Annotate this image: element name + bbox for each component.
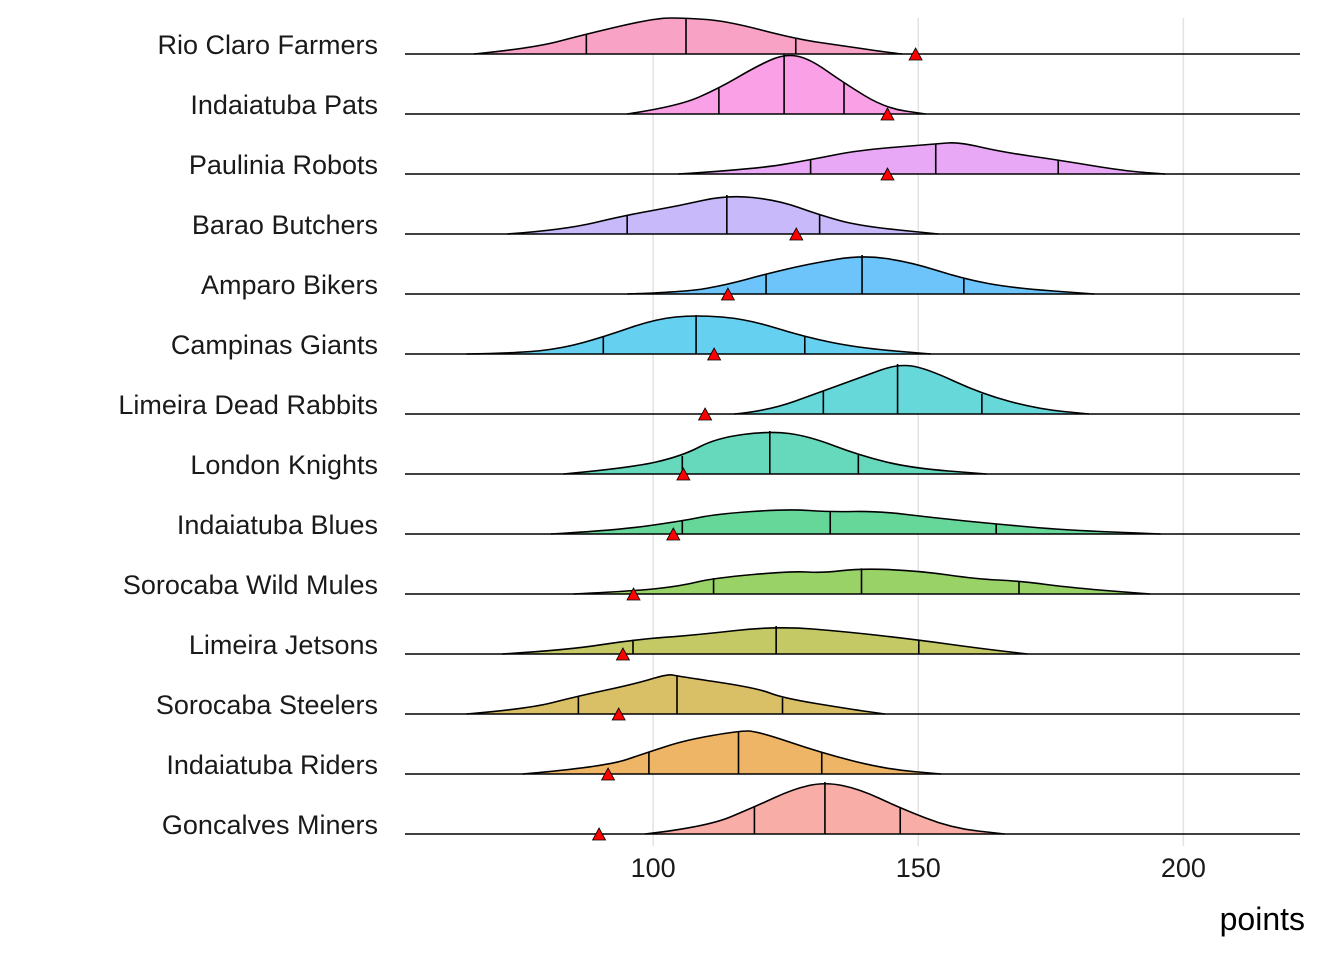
ridge-sorocaba-steelers: [405, 674, 1300, 721]
triangle-marker: [591, 827, 607, 841]
ridge-sorocaba-wild-mules: [405, 568, 1300, 601]
y-axis-label: Campinas Giants: [171, 330, 378, 360]
ridge-indaiatuba-riders: [405, 730, 1300, 781]
density-area: [627, 256, 1095, 294]
ridge-london-knights: [405, 431, 1300, 481]
y-axis-label: Indaiatuba Blues: [177, 510, 378, 540]
density-line: [473, 17, 903, 55]
ridge-goncalves-miners: [405, 782, 1300, 841]
triangle-marker: [611, 707, 626, 721]
triangle-marker: [600, 767, 616, 781]
y-axis-label: Paulinia Robots: [189, 150, 378, 180]
triangle-marker: [789, 227, 804, 241]
density-area: [678, 142, 1166, 174]
density-line: [507, 195, 939, 235]
density-line: [563, 431, 987, 475]
x-axis-title: points: [1220, 901, 1305, 937]
x-tick-label: 100: [631, 853, 676, 883]
x-tick-label: 200: [1161, 853, 1206, 883]
ridge-indaiatuba-blues: [405, 509, 1300, 541]
density-line: [734, 364, 1090, 415]
density-area: [563, 432, 987, 474]
ridge-indaiatuba-pats: [405, 54, 1300, 121]
density-line: [501, 627, 1028, 655]
density-area: [627, 55, 926, 114]
ridge-amparo-bikers: [405, 255, 1300, 301]
density-area: [473, 18, 903, 54]
grid-lines: [652, 18, 1185, 846]
density-area: [522, 731, 942, 774]
density-line: [645, 782, 1005, 835]
y-axis-label: Goncalves Miners: [162, 810, 378, 840]
triangle-marker: [615, 647, 631, 661]
x-axis-ticks: 100 150 200: [631, 853, 1206, 883]
density-line: [627, 256, 1095, 295]
triangle-marker: [720, 287, 736, 301]
density-area: [466, 316, 931, 354]
triangle-marker: [706, 347, 722, 361]
y-axis-label: Limeira Dead Rabbits: [118, 390, 378, 420]
ridge-paulinia-robots: [405, 142, 1300, 181]
density-line: [550, 509, 1161, 535]
y-axis-label: Rio Claro Farmers: [157, 30, 378, 60]
y-axis-label: Indaiatuba Pats: [190, 90, 378, 120]
ridge-barao-butchers: [405, 195, 1300, 241]
triangle-marker: [676, 467, 691, 481]
density-line: [466, 315, 932, 355]
ridges: [405, 17, 1300, 841]
density-area: [550, 509, 1161, 534]
y-axis-label: Barao Butchers: [192, 210, 378, 240]
ridge-limeira-dead-rabbits: [405, 364, 1300, 421]
triangle-marker: [626, 587, 641, 601]
triangle-marker: [666, 527, 681, 541]
y-axis-label: Indaiatuba Riders: [166, 750, 378, 780]
density-line: [678, 142, 1166, 175]
triangle-marker: [880, 107, 895, 121]
y-axis-label: Limeira Jetsons: [189, 630, 378, 660]
density-line: [522, 730, 942, 775]
x-tick-label: 150: [896, 853, 941, 883]
y-axis-label: Sorocaba Steelers: [156, 690, 378, 720]
density-area: [466, 674, 885, 714]
density-line: [466, 674, 885, 715]
triangle-marker: [880, 167, 895, 181]
y-axis-labels: Rio Claro Farmers Indaiatuba Pats Paulinia…: [118, 30, 378, 840]
density-area: [507, 196, 939, 234]
ridge-campinas-giants: [405, 315, 1300, 361]
density-area: [502, 627, 1028, 654]
y-axis-label: Sorocaba Wild Mules: [123, 570, 378, 600]
y-axis-label: Amparo Bikers: [201, 270, 378, 300]
triangle-marker: [697, 407, 713, 421]
triangle-marker: [908, 47, 923, 61]
ridge-limeira-jetsons: [405, 626, 1300, 661]
y-axis-label: London Knights: [190, 450, 378, 480]
ridge-rio-claro-farmers: [405, 17, 1300, 61]
